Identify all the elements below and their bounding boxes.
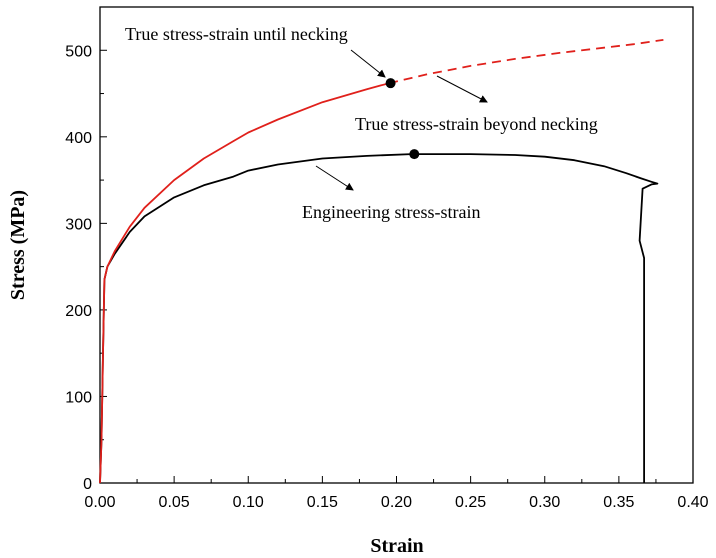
- x-tick-label: 0.00: [84, 494, 115, 511]
- annotation-true-until-necking: True stress-strain until necking: [125, 24, 348, 44]
- x-axis-title: Strain: [370, 535, 423, 557]
- x-tick-label: 0.40: [677, 494, 708, 511]
- y-tick-label: 100: [65, 389, 92, 406]
- series-line-0: [99, 153, 659, 484]
- y-axis-title: Stress (MPa): [7, 190, 29, 300]
- plot-frame: [99, 6, 694, 484]
- y-tick-label: 200: [65, 303, 92, 320]
- x-tick-label: 0.15: [307, 494, 338, 511]
- arrow-true-until-necking: [350, 49, 386, 78]
- annotation-true-beyond-necking: True stress-strain beyond necking: [355, 114, 598, 134]
- marker-layer: [385, 78, 420, 160]
- x-tick-label: 0.25: [455, 494, 486, 511]
- arrow-engineering: [315, 165, 354, 191]
- x-tick-label: 0.05: [159, 494, 190, 511]
- y-tick-label: 300: [65, 216, 92, 233]
- necking-point-marker-0: [385, 78, 396, 89]
- y-tick-label: 0: [83, 476, 92, 493]
- series-line-1: [99, 82, 390, 484]
- x-tick-label: 0.30: [529, 494, 560, 511]
- x-tick-label: 0.10: [233, 494, 264, 511]
- series-line-2: [388, 39, 664, 85]
- necking-point-marker-1: [409, 149, 420, 160]
- x-tick-label: 0.20: [381, 494, 412, 511]
- arrow-true-beyond-necking: [436, 75, 488, 103]
- axis-ticks: 0.00 0.05 0.10 0.15 0.20 0.25 0.30 0.35 0.40 0 100…: [65, 43, 708, 511]
- y-tick-label: 400: [65, 130, 92, 147]
- series-layer: [99, 39, 664, 484]
- annotation-engineering: Engineering stress-strain: [302, 202, 480, 222]
- y-tick-label: 500: [65, 43, 92, 60]
- x-tick-label: 0.35: [603, 494, 634, 511]
